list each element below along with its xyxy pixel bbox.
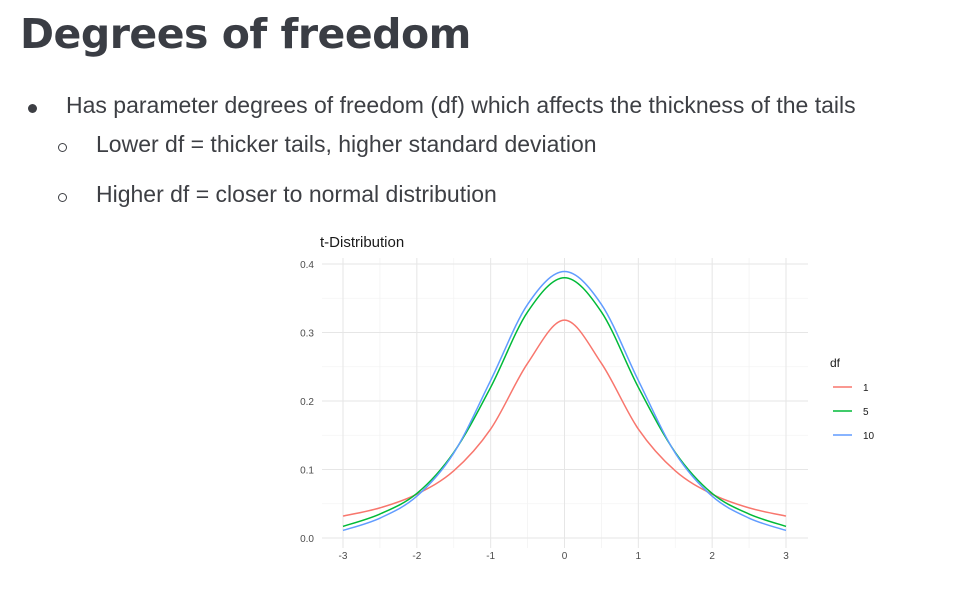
bullet-dot-icon <box>28 92 66 119</box>
x-tick-label: 0 <box>562 551 568 562</box>
chart-legend: df 1 5 10 <box>830 356 875 442</box>
legend-label-df-5: 5 <box>863 407 869 418</box>
sub-bullet-text: Lower df = thicker tails, higher standar… <box>96 131 597 157</box>
legend-title: df <box>830 356 841 370</box>
x-tick-label: 3 <box>783 551 789 562</box>
y-tick-label: 0.4 <box>300 260 314 271</box>
sub-bullet-higher-df: Higher df = closer to normal distributio… <box>58 181 497 208</box>
series-line-df-10 <box>342 270 787 532</box>
bullet-circle-icon <box>58 131 96 158</box>
x-tick-label: -3 <box>339 551 348 562</box>
series-line-df-5 <box>342 276 787 528</box>
chart-ticks: -3 -2 -1 0 1 2 3 0.0 0.1 0.2 0.3 0.4 <box>300 260 789 562</box>
y-tick-label: 0.3 <box>300 329 314 340</box>
y-tick-label: 0.0 <box>300 534 314 545</box>
x-tick-label: 2 <box>709 551 715 562</box>
bullet-circle-icon <box>58 181 96 208</box>
y-tick-label: 0.2 <box>300 397 314 408</box>
legend-label-df-10: 10 <box>863 431 875 442</box>
chart-lines <box>342 270 787 532</box>
legend-label-df-1: 1 <box>863 383 869 394</box>
sub-bullet-text: Higher df = closer to normal distributio… <box>96 181 497 207</box>
bullet-text: Has parameter degrees of freedom (df) wh… <box>66 92 856 118</box>
bullet-main: Has parameter degrees of freedom (df) wh… <box>28 92 856 119</box>
sub-bullet-lower-df: Lower df = thicker tails, higher standar… <box>58 131 597 158</box>
x-tick-label: -1 <box>486 551 495 562</box>
x-tick-label: 1 <box>636 551 642 562</box>
slide-title: Degrees of freedom <box>20 10 471 58</box>
x-tick-label: -2 <box>412 551 421 562</box>
chart-title: t-Distribution <box>320 234 404 251</box>
y-tick-label: 0.1 <box>300 466 314 477</box>
chart-grid <box>322 258 808 548</box>
